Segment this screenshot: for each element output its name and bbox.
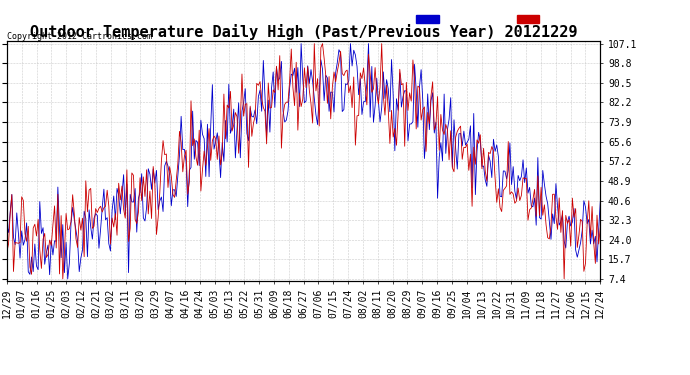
Title: Outdoor Temperature Daily High (Past/Previous Year) 20121229: Outdoor Temperature Daily High (Past/Pre… [30, 24, 578, 40]
Legend: Previous  (°F), Past  (°F): Previous (°F), Past (°F) [416, 15, 595, 24]
Text: Copyright 2012 Cartronics.com: Copyright 2012 Cartronics.com [7, 32, 152, 41]
